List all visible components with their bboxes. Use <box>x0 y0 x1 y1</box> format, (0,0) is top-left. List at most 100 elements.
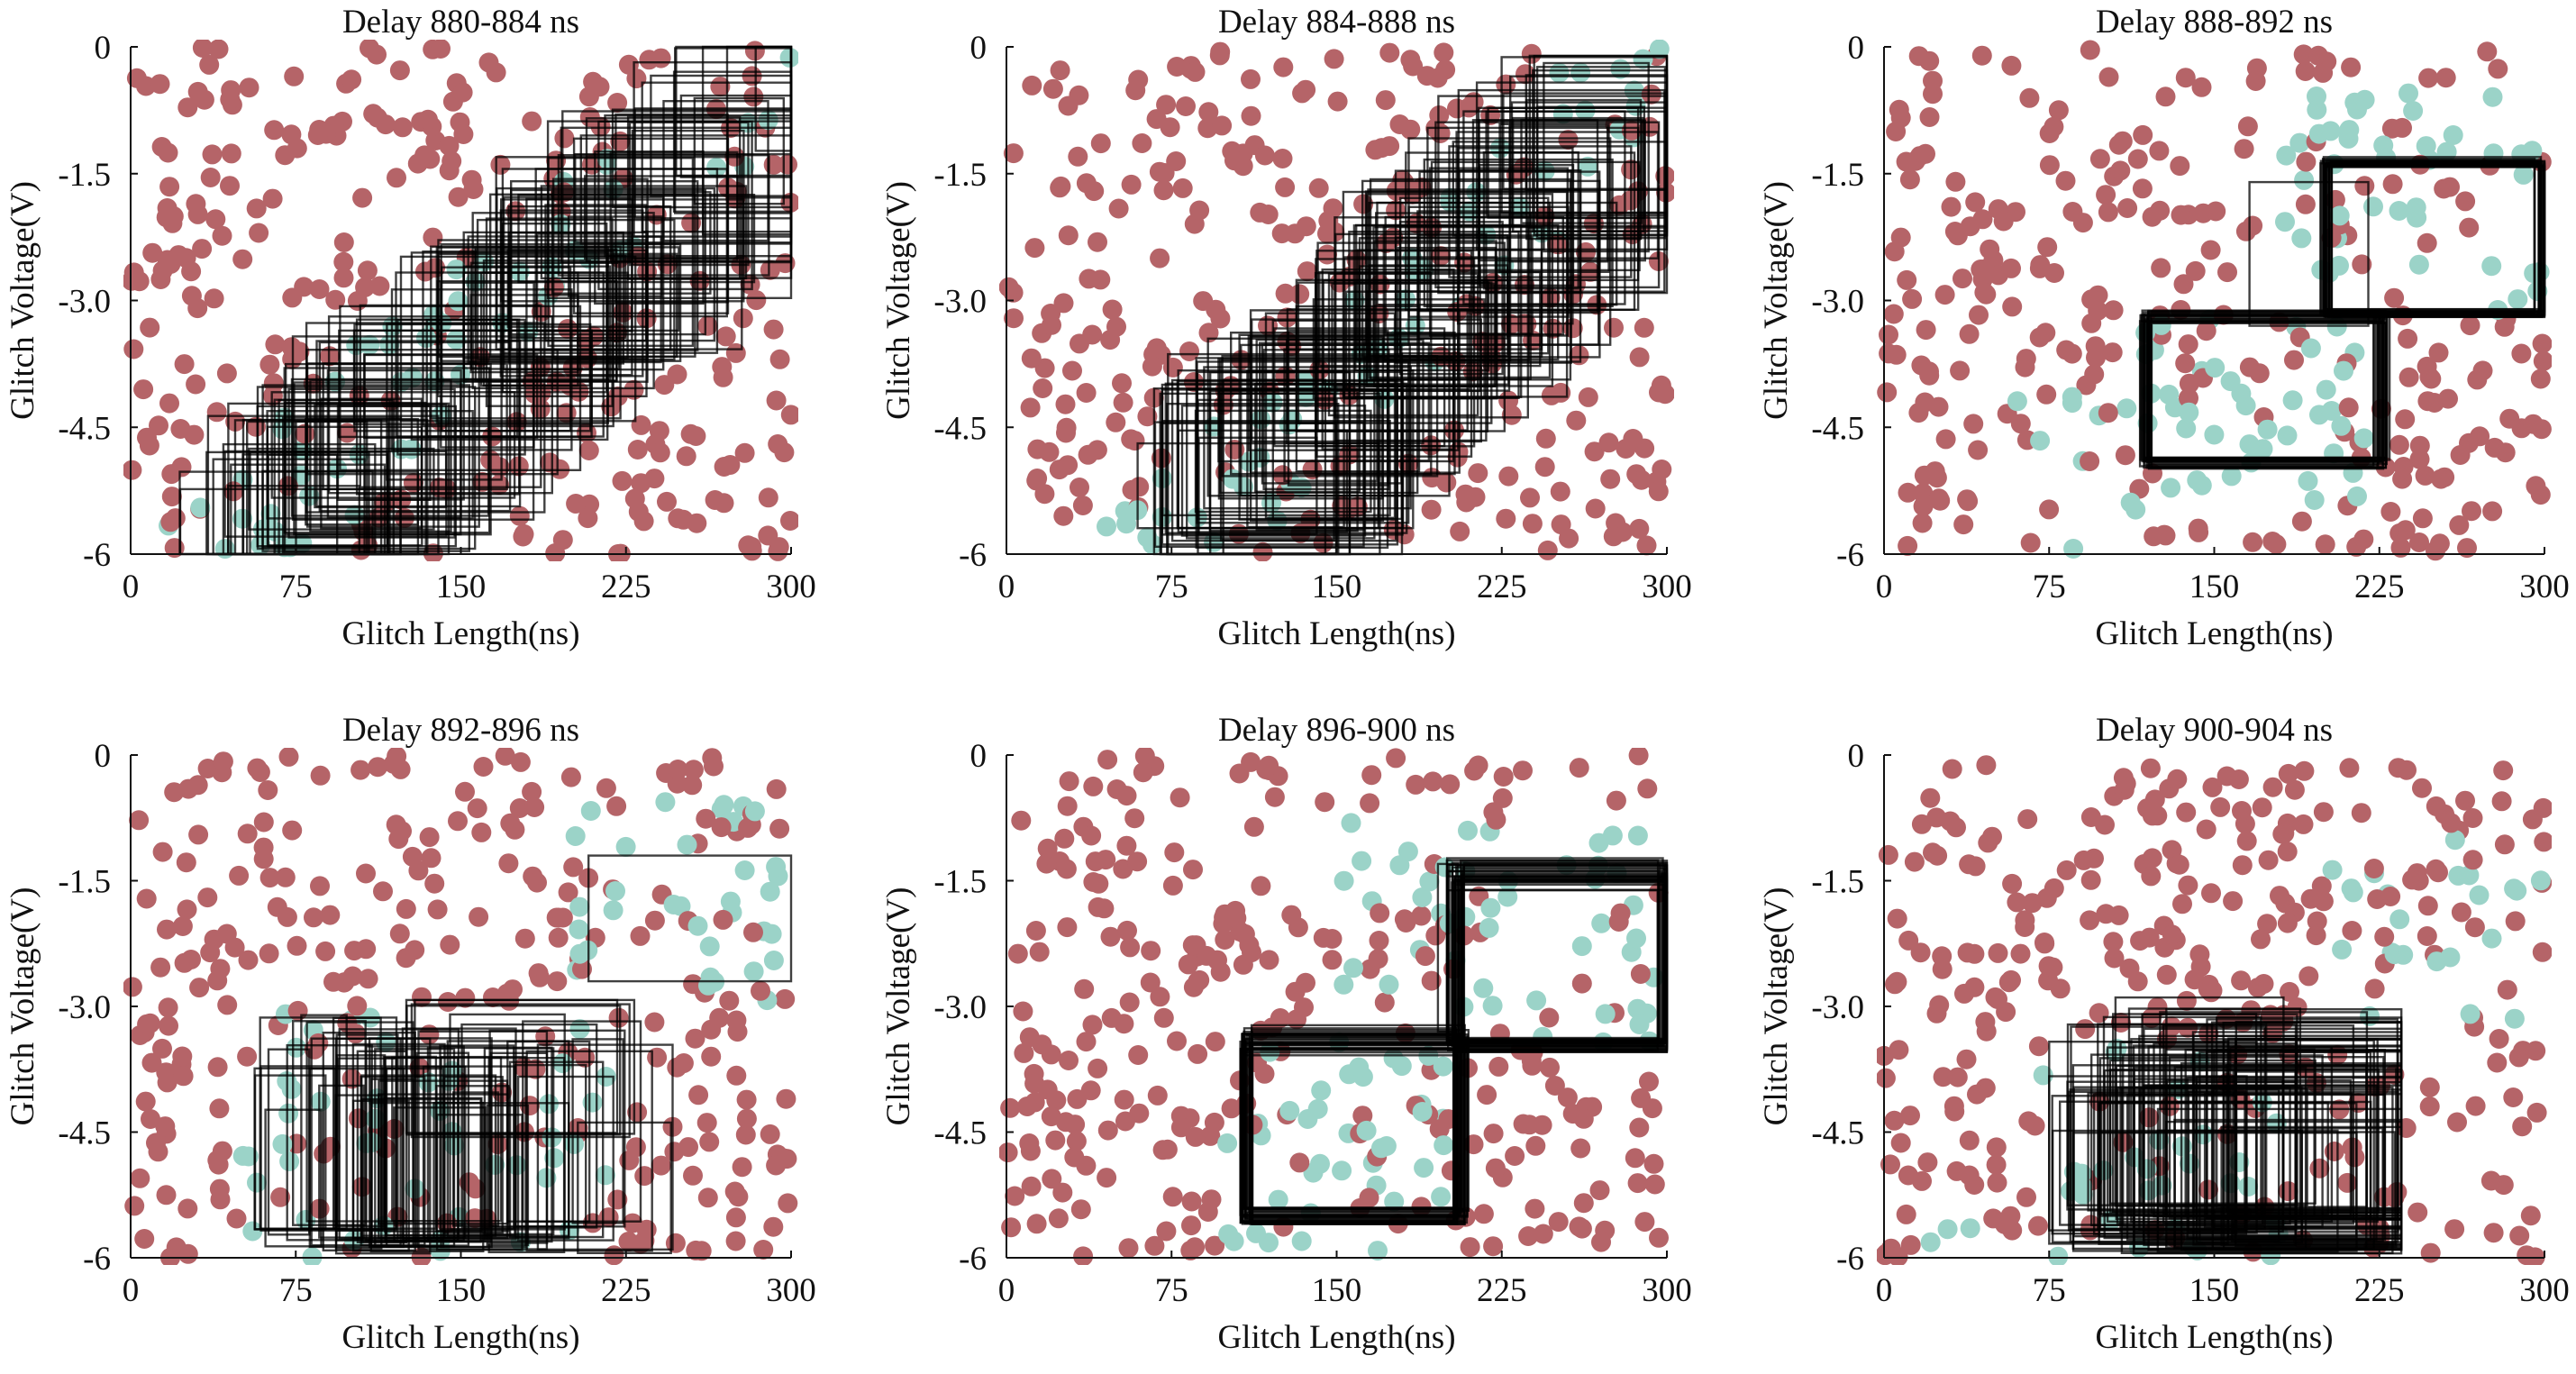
success-point <box>2116 398 2137 419</box>
fail-point <box>1456 492 1477 513</box>
fail-point <box>2200 240 2221 260</box>
fail-point <box>376 114 396 135</box>
fail-point <box>158 997 178 1018</box>
fail-point <box>181 286 202 306</box>
fail-point <box>431 40 451 59</box>
boxes-group <box>1239 857 1669 1225</box>
fail-point <box>1029 942 1050 962</box>
success-point <box>2426 951 2447 972</box>
fail-point <box>2084 364 2105 385</box>
fail-point <box>1600 469 1621 489</box>
fail-point <box>2324 1142 2344 1161</box>
fail-point <box>2175 353 2196 374</box>
region-box <box>1316 241 1506 432</box>
y-tick-label: 0 <box>1848 30 1865 67</box>
fail-point <box>2104 948 2125 969</box>
fail-point <box>1182 935 1203 956</box>
fail-point <box>1988 989 2007 1009</box>
fail-point <box>1076 1032 1097 1052</box>
fail-point <box>1254 1063 1275 1084</box>
fail-point <box>1934 285 1955 305</box>
fail-point <box>2497 979 2517 1000</box>
fail-point <box>1975 1012 1996 1033</box>
fail-point <box>123 460 142 480</box>
fail-point <box>1297 261 1317 282</box>
fail-point <box>2522 809 2543 830</box>
fail-point <box>2455 191 2476 212</box>
fail-point <box>2277 913 2298 933</box>
success-point <box>706 157 727 177</box>
region-box <box>2248 180 2370 327</box>
fail-point <box>1088 1058 1108 1078</box>
fail-point <box>1150 248 1170 268</box>
region-box <box>338 1028 460 1240</box>
fail-point <box>780 405 798 425</box>
fail-point <box>1272 149 1293 168</box>
fail-point <box>1485 1158 1506 1178</box>
fail-point <box>1988 199 2008 220</box>
fail-point <box>1631 1087 1652 1108</box>
fail-point <box>1121 174 1142 195</box>
fail-point <box>676 446 696 467</box>
region-box <box>1246 370 1345 529</box>
fail-point <box>2520 1206 2541 1226</box>
fail-point <box>2390 537 2411 558</box>
fail-point <box>1570 1138 1591 1159</box>
y-axis-label: Glitch Voltage(V) <box>1758 181 1795 420</box>
fail-point <box>213 751 233 772</box>
fail-point <box>2017 809 2038 830</box>
fail-point <box>1205 1032 1225 1052</box>
fail-point <box>1932 946 1952 967</box>
success-point <box>2063 539 2084 559</box>
fail-point <box>1971 45 1992 66</box>
fail-point <box>743 86 764 107</box>
fail-point <box>776 1088 796 1109</box>
fail-point <box>686 426 706 446</box>
fail-point <box>2171 205 2191 225</box>
fail-point <box>1963 414 1984 434</box>
success-point <box>1627 825 1648 846</box>
fail-point <box>774 442 795 463</box>
fail-point <box>1057 796 1078 816</box>
fail-point <box>263 373 284 394</box>
fail-point <box>1021 348 1042 369</box>
fail-point <box>1643 1153 1664 1174</box>
region-box <box>2092 1093 2248 1235</box>
success-point <box>448 291 469 312</box>
fail-point <box>1050 177 1070 198</box>
fail-point <box>1178 954 1198 975</box>
fail-point <box>1275 177 1296 197</box>
fail-point <box>1550 481 1570 502</box>
success-point <box>655 792 676 813</box>
success-point <box>1473 978 1494 998</box>
success-point <box>1434 1135 1454 1156</box>
success-point <box>446 330 467 350</box>
region-box <box>1247 334 1460 451</box>
fail-point <box>2184 969 2205 990</box>
fail-point <box>414 145 435 166</box>
fail-point <box>1522 514 1543 534</box>
fail-point <box>1081 825 1102 846</box>
x-tick-label: 150 <box>2189 569 2240 605</box>
fail-point <box>187 204 208 224</box>
fail-point <box>157 1072 177 1093</box>
fail-point <box>1629 347 1650 368</box>
fail-point <box>1193 291 1214 312</box>
fail-point <box>152 1038 172 1059</box>
region-box <box>1264 312 1397 520</box>
chart-title: Delay 884-888 ns <box>1218 4 1455 41</box>
success-point <box>190 497 211 518</box>
fail-point <box>545 543 566 561</box>
fail-point <box>1241 751 1261 772</box>
fail-point <box>2508 1047 2529 1068</box>
x-tick-label: 75 <box>1155 569 1188 605</box>
y-tick-label: -1.5 <box>933 864 987 901</box>
fail-point <box>1153 180 1174 201</box>
fail-point <box>1164 842 1185 863</box>
success-point <box>2331 415 2352 436</box>
fail-point <box>563 857 584 878</box>
success-point <box>615 836 636 857</box>
success-point <box>2329 205 2350 226</box>
fail-point <box>1877 382 1898 403</box>
fail-point <box>170 419 191 439</box>
